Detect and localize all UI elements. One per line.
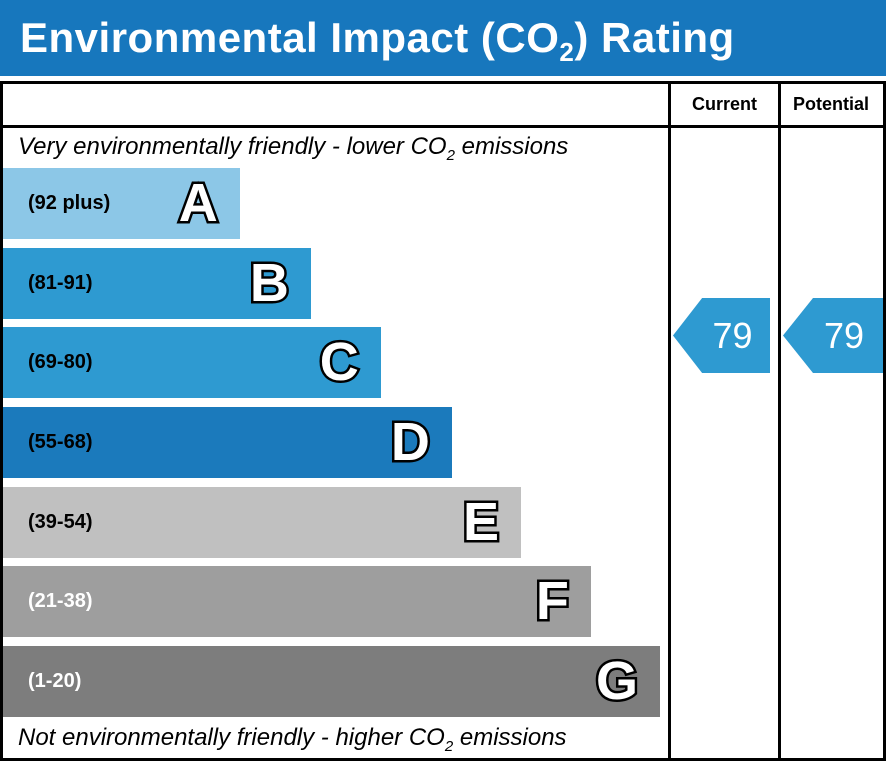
band-c: (69-80) C — [3, 327, 381, 399]
potential-rating-arrow: 79 — [783, 298, 883, 373]
band-letter: D — [388, 409, 432, 474]
band-range-label: (69-80) — [28, 351, 93, 374]
co2-subscript: 2 — [559, 37, 575, 67]
co2-subscript: 2 — [444, 738, 454, 755]
potential-column-divider — [778, 84, 781, 758]
band-range-label: (55-68) — [28, 430, 93, 453]
band-a: (92 plus) A — [3, 168, 240, 239]
current-column-divider — [668, 84, 671, 758]
bottom-note: Not environmentally friendly - higher CO… — [18, 724, 567, 755]
band-letter: F — [533, 569, 571, 634]
current-rating-value: 79 — [712, 314, 753, 356]
potential-column-header: Potential — [792, 94, 869, 114]
band-f: (21-38) F — [3, 566, 591, 638]
potential-rating-value: 79 — [823, 314, 865, 356]
title-bar: Environmental Impact (CO2) Rating — [0, 0, 886, 76]
band-b: (81-91) B — [3, 247, 311, 319]
band-range-label: (92 plus) — [28, 192, 111, 214]
band-letter: A — [176, 171, 220, 236]
rating-table: Current Potential Very environmentally f… — [0, 81, 886, 761]
band-letter: C — [317, 330, 361, 395]
band-letter: E — [460, 489, 501, 554]
band-range-label: (21-38) — [28, 590, 93, 613]
rating-bands: (92 plus) A (81-91) B (69-80) C (55-68) … — [3, 168, 668, 717]
page-title: Environmental Impact (CO2) Rating — [20, 14, 735, 67]
band-letter: G — [593, 648, 640, 713]
band-range-label: (39-54) — [28, 510, 93, 533]
band-range-label: (1-20) — [28, 669, 82, 692]
current-rating-arrow: 79 — [673, 298, 770, 373]
co2-subscript: 2 — [446, 147, 455, 164]
current-column-header: Current — [691, 94, 757, 114]
band-d: (55-68) D — [3, 406, 452, 478]
header-rule — [3, 125, 883, 128]
band-range-label: (81-91) — [28, 271, 93, 294]
band-letter: B — [247, 250, 291, 315]
top-note: Very environmentally friendly - lower CO… — [18, 133, 569, 164]
band-e: (39-54) E — [3, 486, 522, 558]
band-g: (1-20) G — [3, 645, 661, 717]
